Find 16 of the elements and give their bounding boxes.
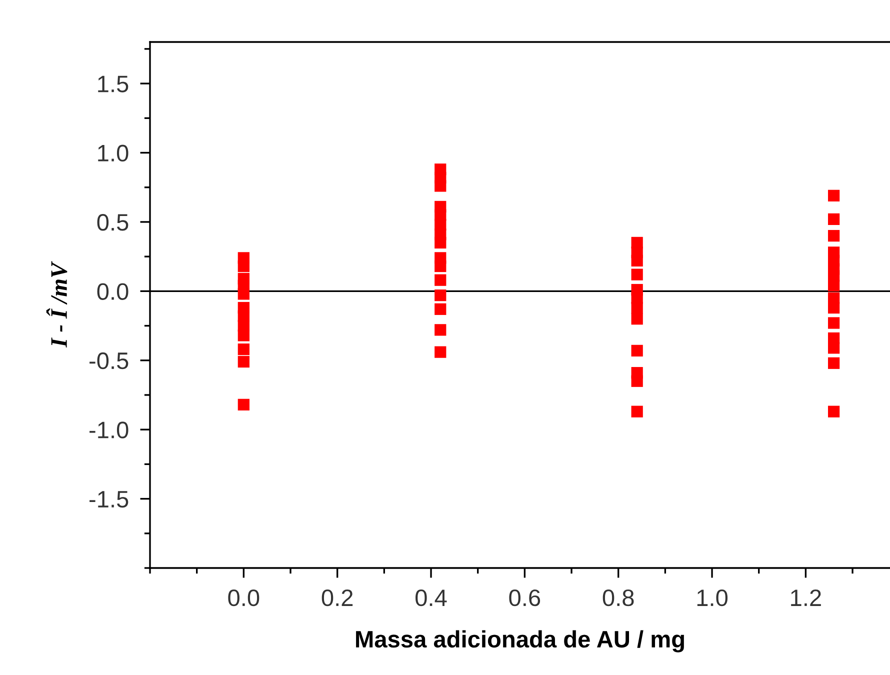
y-tick-label: 1.0 — [98, 144, 128, 162]
x-tick-label: 1.2 — [791, 589, 821, 606]
y-tick-label: -1.0 — [90, 422, 128, 438]
y-axis-title: I - Î /mV — [46, 261, 68, 348]
x-tick-label: 0.6 — [509, 589, 540, 606]
x-tick-label: 1.0 — [697, 589, 728, 606]
x-tick-label: 0.0 — [228, 589, 260, 606]
x-axis-title: Massa adicionada de AU / mg — [356, 630, 684, 652]
y-tick-label: 0.0 — [97, 283, 128, 300]
y-tick-label: 1.5 — [98, 76, 128, 92]
x-tick-label: 0.8 — [602, 589, 634, 606]
x-tick-label: 0.2 — [322, 589, 353, 606]
y-tick-label: -1.5 — [90, 491, 128, 508]
y-tick-label: -0.5 — [90, 352, 128, 370]
x-tick-label: 0.4 — [416, 589, 447, 606]
y-tick-label: 0.5 — [97, 214, 128, 231]
